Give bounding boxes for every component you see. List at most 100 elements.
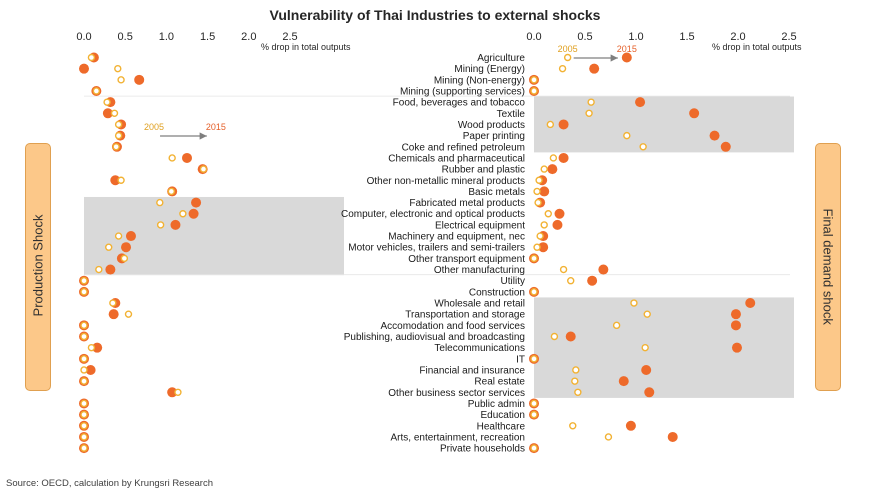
tick-label-left-5: 2.5: [282, 31, 297, 43]
tick-label-left-2: 1.0: [159, 31, 174, 43]
category-label: Textile: [497, 109, 526, 120]
point-2015-final-demand: [565, 331, 576, 342]
point-2015-production: [110, 175, 121, 186]
category-label: Wholesale and retail: [434, 299, 525, 310]
point-2015-final-demand: [538, 242, 549, 253]
point-2005-production: [95, 265, 103, 274]
point-2005-final-demand: [574, 388, 582, 396]
category-label: Accomodation and food services: [380, 321, 525, 332]
point-2005-production: [114, 232, 123, 240]
category-label: Other business sector services: [388, 388, 525, 399]
category-label: Private households: [440, 444, 525, 455]
category-label: Motor vehicles, trailers and semi-traile…: [348, 243, 525, 254]
category-label: IT: [516, 354, 525, 365]
point-2005-production: [105, 243, 113, 251]
tick-label-right-2: 1.0: [628, 31, 643, 43]
point-2015-final-demand: [720, 141, 731, 152]
category-label: Financial and insurance: [419, 365, 525, 376]
final-demand-legend-label-2015: 2015: [617, 44, 637, 54]
point-2015-final-demand: [618, 376, 629, 387]
category-label: Other transport equipment: [408, 254, 525, 265]
category-label: Electrical equipment: [435, 220, 525, 231]
point-2005-final-demand: [550, 332, 559, 341]
point-2005-final-demand: [563, 53, 572, 62]
point-2005-production: [199, 165, 208, 173]
point-2005-final-demand: [567, 277, 575, 285]
point-2015-production: [108, 309, 119, 320]
point-2015-final-demand: [745, 298, 756, 309]
source-note: Source: OECD, calculation by Krungsri Re…: [6, 478, 213, 489]
right-unit-label: % drop in total outputs: [712, 42, 802, 52]
point-2015-final-demand: [558, 152, 569, 163]
point-2005-final-demand: [530, 76, 538, 84]
point-2005-production: [109, 299, 117, 307]
point-2015-final-demand: [547, 164, 558, 175]
point-2015-final-demand: [635, 97, 646, 108]
point-2005-production: [80, 366, 88, 374]
point-2005-production: [174, 388, 182, 396]
point-2005-final-demand: [536, 232, 544, 240]
category-label: Chemicals and pharmaceutical: [388, 153, 525, 164]
point-2015-final-demand: [552, 219, 563, 230]
shaded-bands: [84, 96, 794, 398]
point-2005-final-demand: [630, 299, 638, 307]
point-2015-final-demand: [558, 119, 569, 130]
point-2005-final-demand: [546, 120, 555, 129]
category-label: Paper printing: [463, 131, 525, 142]
shaded-band-0: [84, 196, 344, 276]
category-label: Arts, entertainment, recreation: [390, 432, 525, 443]
production-shock-box: [25, 143, 51, 391]
year-annotations: 2005 2015 2005 2015: [144, 44, 637, 140]
point-2005-final-demand: [587, 98, 595, 106]
point-2005-production: [80, 321, 88, 330]
point-2005-production: [92, 87, 101, 95]
point-2005-production: [80, 355, 88, 363]
point-2005-production: [80, 332, 88, 341]
category-label: Publishing, audiovisual and broadcasting: [344, 332, 525, 343]
point-2005-production: [114, 120, 123, 129]
category-label: Mining (Energy): [454, 64, 525, 75]
point-2005-final-demand: [530, 444, 538, 452]
point-2005-final-demand: [623, 131, 631, 140]
data-points: [79, 52, 756, 454]
point-2005-production: [167, 187, 176, 196]
point-2015-final-demand: [589, 63, 600, 74]
point-2015-final-demand: [730, 320, 741, 331]
point-2015-final-demand: [644, 387, 655, 398]
point-2005-production: [80, 288, 88, 296]
category-label: Utility: [501, 276, 525, 287]
category-label: Wood products: [458, 120, 525, 131]
point-2005-production: [120, 254, 129, 263]
point-2005-final-demand: [549, 154, 558, 162]
point-2005-production: [114, 64, 122, 73]
point-2005-final-demand: [571, 377, 579, 385]
tick-label-right-4: 2.0: [730, 31, 745, 43]
point-2005-final-demand: [530, 87, 538, 95]
tick-label-left-3: 1.5: [200, 31, 215, 43]
point-2005-production: [80, 277, 88, 285]
point-2015-production: [167, 387, 178, 398]
point-2015-production: [134, 74, 145, 85]
point-2005-final-demand: [530, 399, 538, 408]
point-2005-production: [103, 98, 111, 106]
category-label: Mining (supporting services): [400, 86, 525, 97]
point-2015-final-demand: [689, 108, 700, 119]
right-axis-ticks: 0.0 0.5 1.0 1.5 2.0 2.5: [526, 31, 796, 43]
tick-label-right-0: 0.0: [526, 31, 541, 43]
point-2015-final-demand: [621, 52, 632, 63]
point-2015-final-demand: [731, 342, 742, 353]
final-demand-shock-label: Final demand shock: [820, 208, 836, 325]
tick-label-right-5: 2.5: [781, 31, 796, 43]
category-label: Other non-metallic mineral products: [367, 176, 525, 187]
category-label: Healthcare: [477, 421, 526, 432]
final-demand-legend-label-2005: 2005: [558, 44, 578, 54]
point-2015-final-demand: [625, 420, 636, 431]
point-2005-final-demand: [533, 187, 541, 196]
point-2015-production: [125, 231, 136, 242]
point-2015-production: [121, 242, 132, 253]
point-2015-final-demand: [730, 309, 741, 320]
point-2005-final-demand: [572, 366, 580, 374]
category-label: Basic metals: [468, 187, 525, 198]
point-2005-final-demand: [530, 355, 538, 363]
